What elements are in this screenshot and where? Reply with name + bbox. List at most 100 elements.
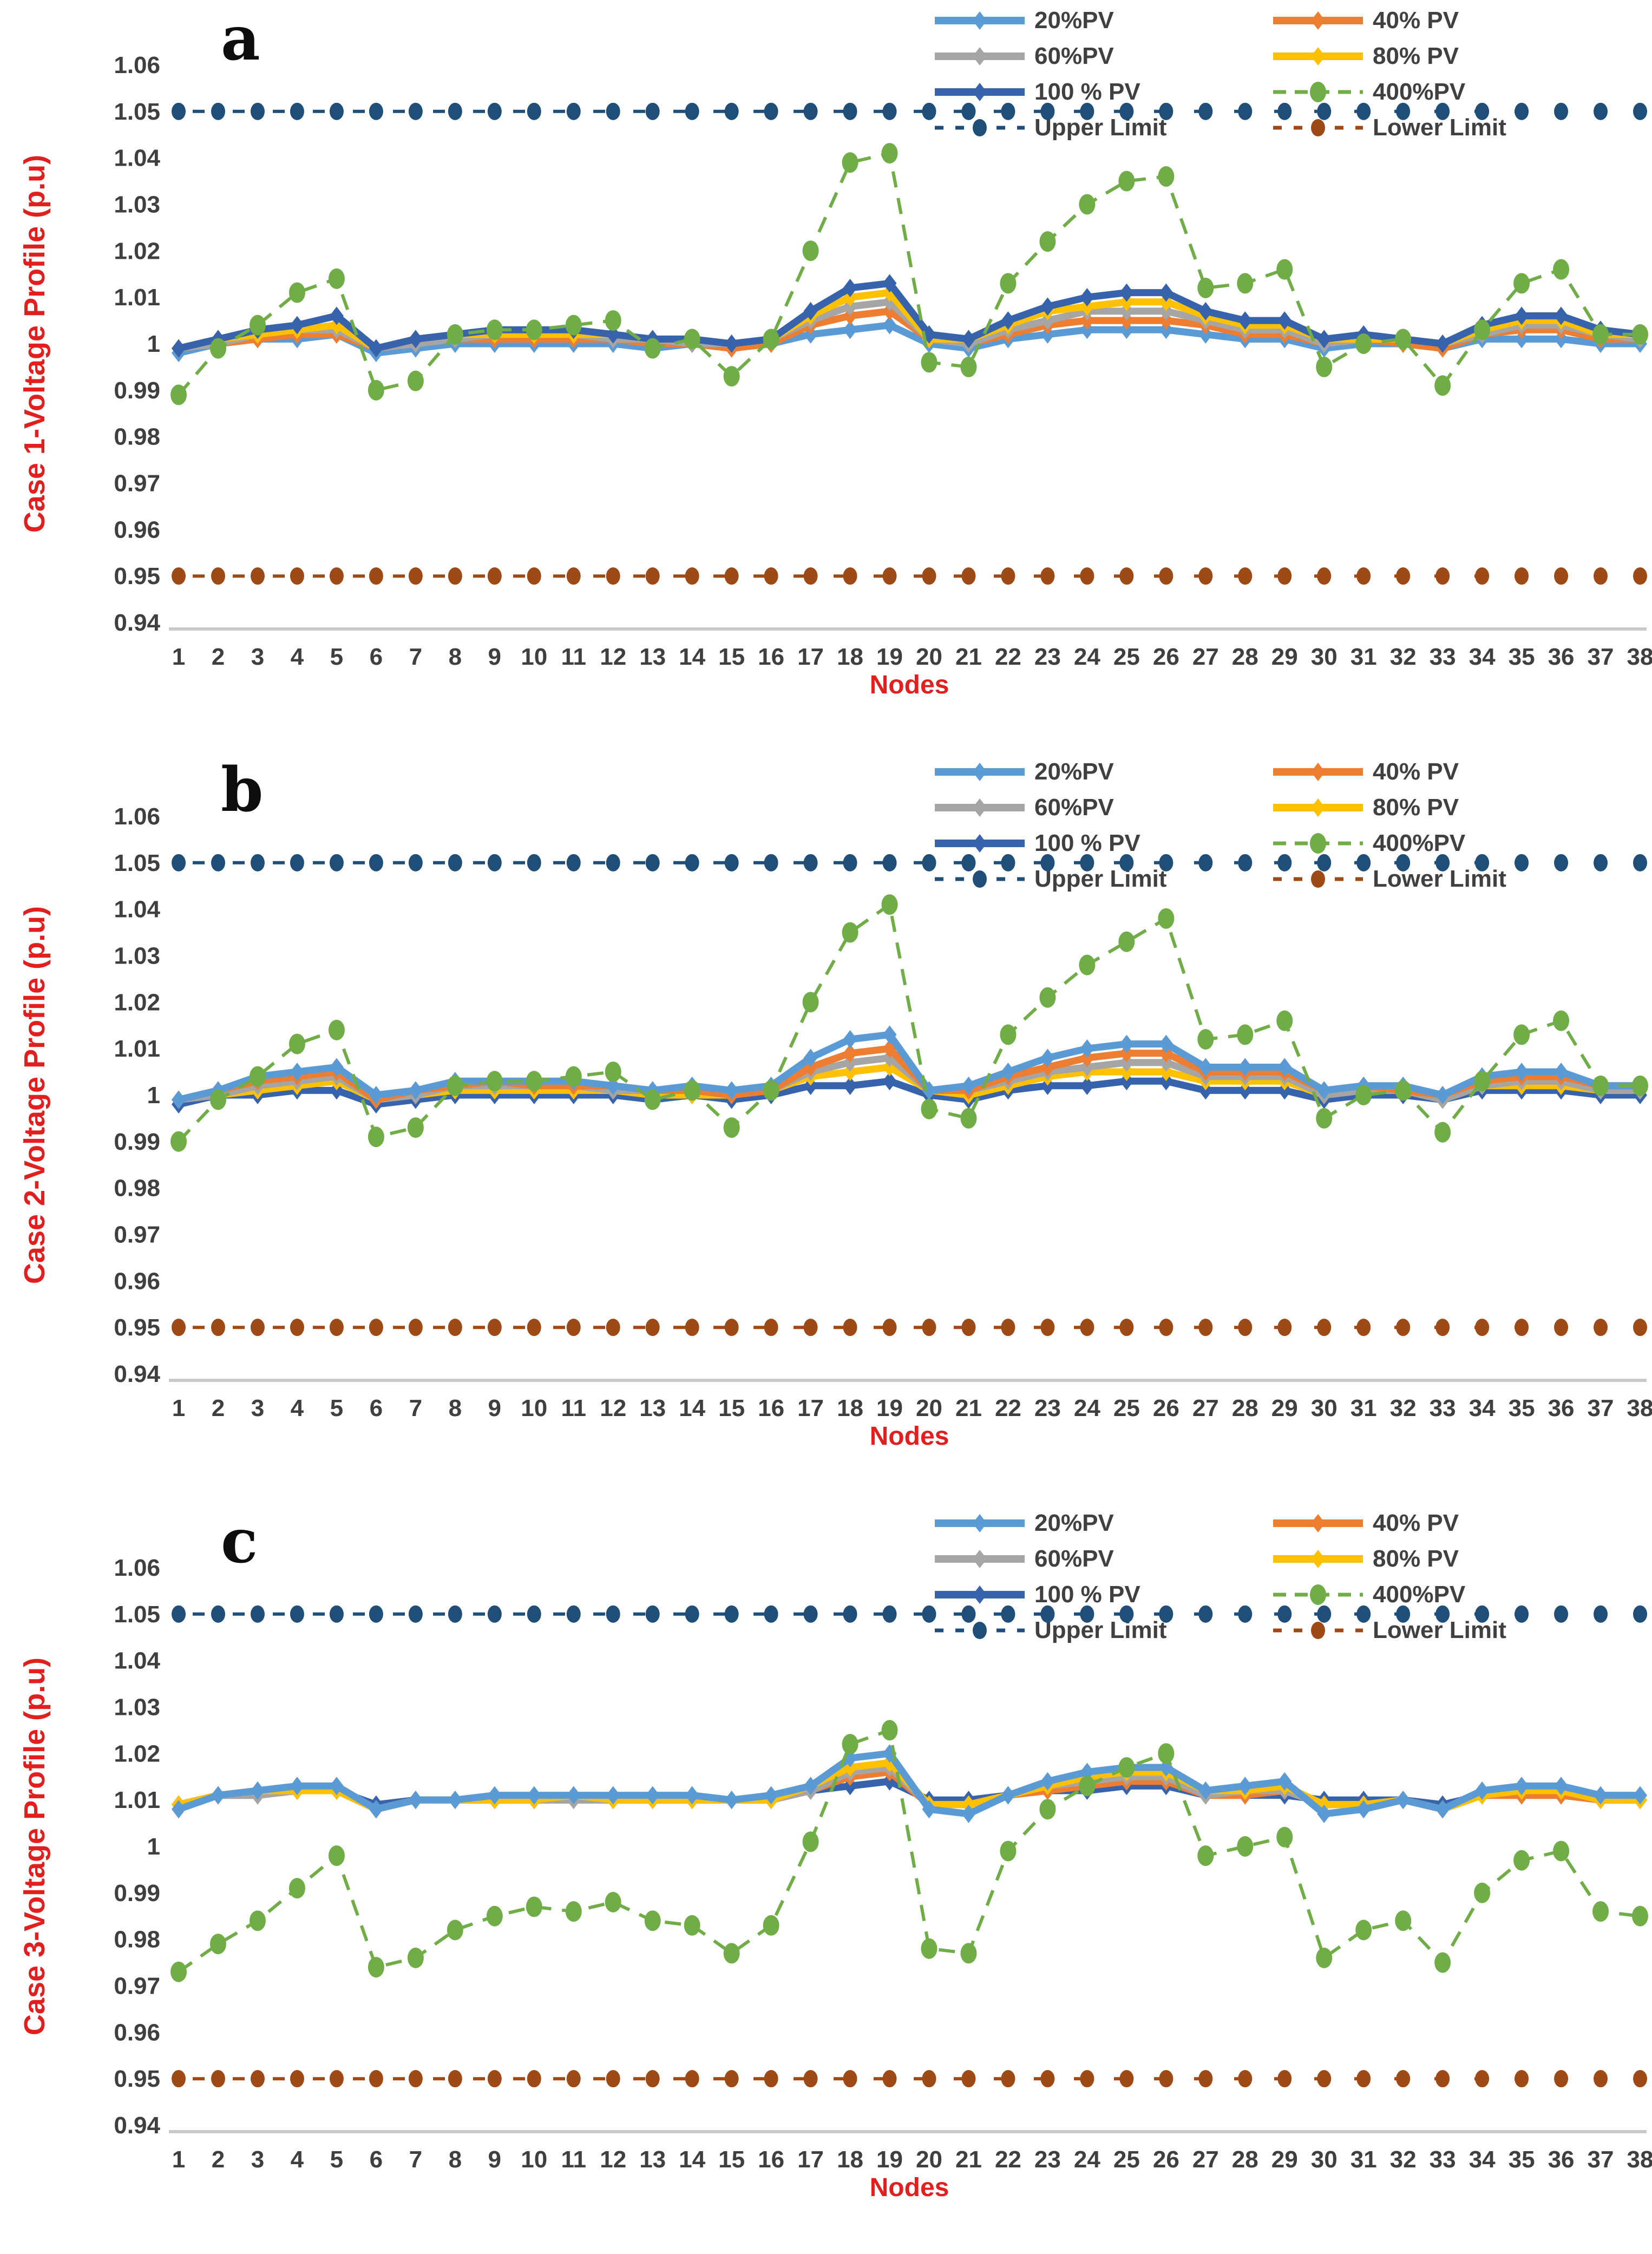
data-point-marker [1513,273,1530,294]
data-point-marker [565,1901,582,1922]
data-point-marker [290,316,304,335]
data-point-marker [1040,1049,1055,1067]
data-point-marker [408,1081,423,1100]
x-tick-label: 24 [1074,2146,1100,2173]
x-tick-label: 34 [1469,2146,1496,2173]
x-tick-label: 1 [172,2146,185,2173]
data-point-marker [764,102,778,120]
data-point-marker [961,1605,976,1623]
data-point-marker [1311,47,1325,65]
x-tick-label: 18 [837,644,863,670]
legend-limit-marker-icon [1273,119,1363,136]
data-point-marker [1553,1840,1570,1862]
data-point-marker [1553,259,1570,280]
data-point-marker [1594,567,1608,585]
y-tick-label: 1.04 [114,145,160,172]
data-point-marker [922,854,936,872]
y-tick-label: 0.99 [114,377,160,404]
data-point-marker [960,356,977,377]
series-pv-20 [172,1744,1647,1823]
data-point-marker [764,854,778,872]
y-tick-label: 0.97 [114,1222,160,1248]
data-point-marker [527,1319,541,1336]
data-point-marker [329,306,344,325]
data-point-marker [487,854,502,872]
x-axis-title: Nodes [869,1422,949,1451]
legend-item-20-pv: 20%PV [934,1506,1272,1541]
data-point-marker [1475,567,1490,585]
data-point-marker [1435,854,1450,872]
data-point-marker [527,1605,541,1623]
legend-item-label: 100 % PV [1034,78,1140,105]
series-upper-limit [172,854,1647,872]
x-tick-label: 1 [172,1395,185,1421]
x-tick-label: 22 [995,1395,1021,1421]
data-point-marker [1001,854,1015,872]
data-point-marker [921,1098,938,1119]
data-point-marker [803,1605,818,1623]
legend-series-marker-icon [935,834,1025,853]
data-point-marker [1396,1605,1411,1623]
x-tick-label: 22 [995,2146,1021,2173]
data-point-marker [290,1319,304,1336]
data-point-marker [843,1319,857,1336]
x-tick-label: 25 [1113,1395,1140,1421]
data-point-marker [1277,1772,1292,1791]
legend-item-label: 100 % PV [1034,1581,1140,1608]
x-tick-label: 34 [1469,644,1496,670]
data-point-marker [250,854,265,872]
y-tick-label: 1.02 [114,1740,160,1767]
data-point-marker [527,567,541,585]
data-point-marker [1633,854,1647,872]
legend-item-60-pv: 60%PV [934,1542,1272,1576]
panel-letter: a [221,3,260,74]
x-tick-label: 3 [251,2146,264,2173]
data-point-marker [882,1039,897,1058]
data-point-marker [606,325,620,344]
data-point-marker [685,1605,699,1623]
data-point-marker [1159,1072,1174,1091]
data-point-marker [1395,1910,1412,1931]
x-tick-label: 16 [758,1395,784,1421]
y-tick-label: 0.95 [114,1314,160,1341]
data-point-marker [1080,288,1094,307]
data-point-marker [843,102,857,120]
data-point-marker [172,2070,186,2088]
x-tick-label: 15 [718,644,745,670]
data-point-marker [1119,292,1134,311]
data-point-marker [1198,302,1213,320]
data-point-marker [1633,1319,1647,1336]
data-point-marker [1277,1605,1292,1623]
data-point-marker [1119,320,1134,339]
data-point-marker [250,1319,265,1336]
data-point-marker [447,324,463,345]
data-point-marker [1515,102,1529,120]
data-point-marker [447,1919,463,1941]
data-point-marker [1000,1024,1017,1045]
x-tick-label: 29 [1271,1395,1298,1421]
data-point-marker [1119,567,1134,585]
legend-item-label: Upper Limit [1034,114,1167,141]
data-point-marker [1159,1605,1174,1623]
x-tick-label: 33 [1430,1395,1456,1421]
data-point-marker [527,1786,541,1805]
data-point-marker [1553,1010,1570,1031]
data-point-marker [486,319,503,340]
legend-item-100-pv: 100 % PV [934,75,1272,109]
data-point-marker [368,1957,384,1978]
data-point-marker [882,316,897,335]
data-point-marker [1317,567,1332,585]
data-point-marker [369,102,383,120]
x-tick-label: 5 [330,1395,343,1421]
data-point-marker [290,567,304,585]
x-tick-label: 15 [718,2146,745,2173]
legend-series-marker-icon [935,798,1025,817]
x-tick-label: 2 [212,2146,225,2173]
x-tick-label: 2 [212,1395,225,1421]
data-point-marker [763,1915,779,1936]
data-point-marker [448,1605,462,1623]
data-point-marker [803,1049,818,1067]
data-point-marker [1592,1075,1609,1096]
data-point-marker [882,1319,897,1336]
series-pv-400 [171,1720,1648,1982]
